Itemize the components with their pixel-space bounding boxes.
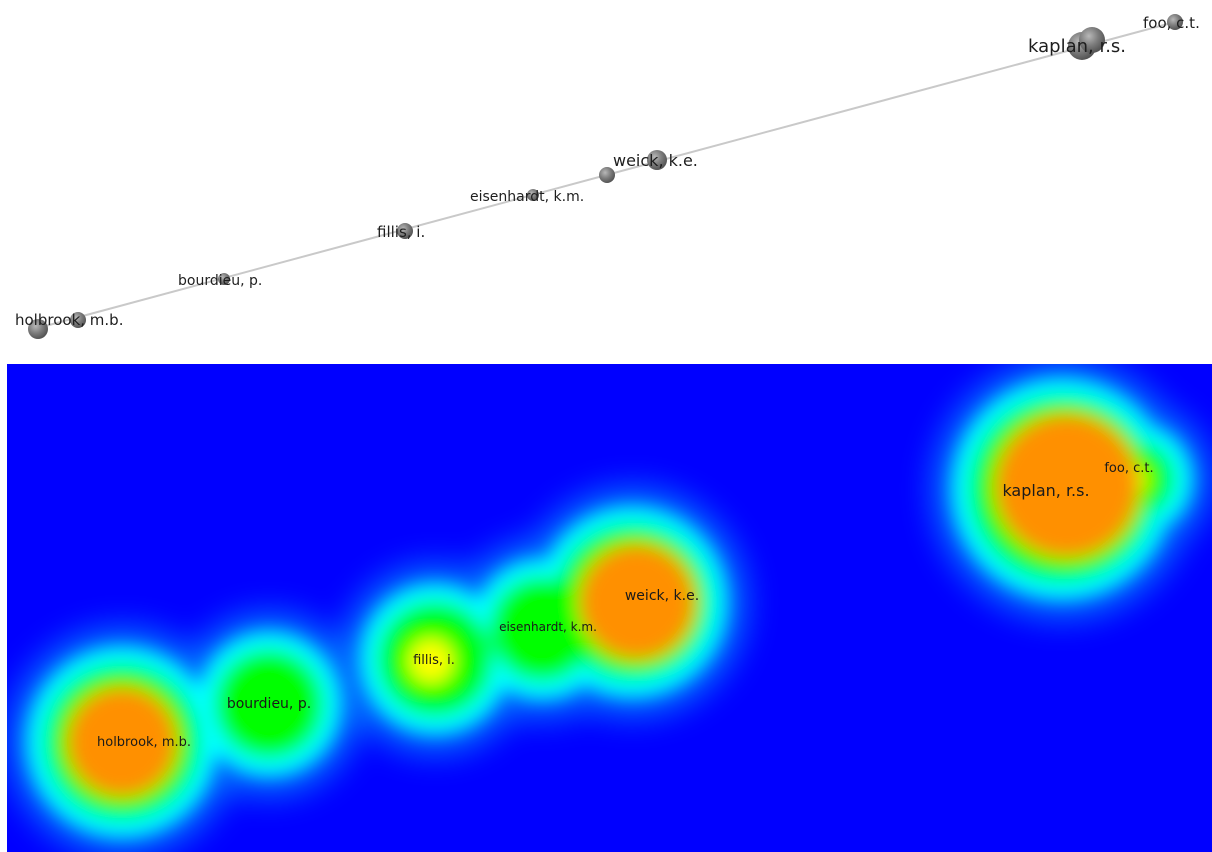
network-svg: holbrook, m.b. bourdieu, p. fillis, i. eise… [15, 14, 1200, 339]
density-label: holbrook, m.b. [97, 735, 191, 750]
network-visualization: holbrook, m.b. bourdieu, p. fillis, i. eise… [0, 0, 1212, 364]
density-label: kaplan, r.s. [1002, 481, 1089, 500]
density-label: weick, k.e. [625, 588, 699, 604]
network-node[interactable] [397, 223, 413, 239]
density-label: eisenhardt, k.m. [499, 620, 597, 634]
density-label: bourdieu, p. [227, 696, 311, 712]
network-node-label: foo, c.t. [1143, 14, 1200, 32]
density-visualization: holbrook, m.b. bourdieu, p. fillis, i. eise… [7, 364, 1212, 852]
network-node[interactable] [527, 189, 539, 201]
network-node[interactable] [1167, 14, 1183, 30]
network-node[interactable] [1079, 27, 1105, 53]
network-node-label: eisenhardt, k.m. [470, 189, 584, 205]
network-node-label: weick, k.e. [613, 151, 698, 170]
network-node-label: kaplan, r.s. [1028, 36, 1126, 57]
network-node[interactable] [599, 167, 615, 183]
network-node-label: holbrook, m.b. [15, 311, 123, 329]
density-label: fillis, i. [413, 653, 455, 668]
network-node[interactable] [70, 312, 86, 328]
network-node[interactable] [28, 319, 48, 339]
network-node[interactable] [218, 273, 230, 285]
network-node[interactable] [647, 150, 667, 170]
network-node-label: bourdieu, p. [178, 273, 262, 289]
density-label: foo, c.t. [1104, 461, 1153, 476]
density-svg: holbrook, m.b. bourdieu, p. fillis, i. eise… [7, 364, 1212, 852]
network-node-label: fillis, i. [377, 223, 425, 241]
